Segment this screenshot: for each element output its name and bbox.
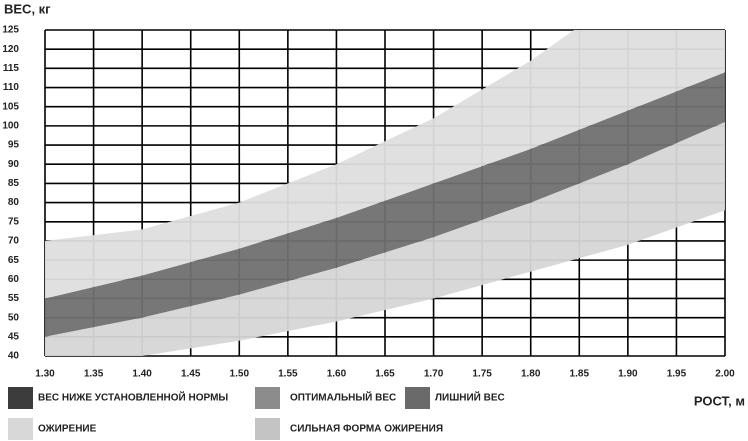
y-tick-label: 45	[8, 331, 20, 342]
band	[45, 72, 725, 337]
legend-swatch	[255, 418, 280, 440]
y-tick-label: 65	[8, 255, 20, 266]
legend-label: ОПТИМАЛЬНЫЙ ВЕС	[290, 391, 396, 404]
x-tick-label: 1.70	[424, 369, 444, 380]
x-tick-label: 1.90	[618, 369, 638, 380]
x-tick-label: 1.80	[521, 369, 541, 380]
x-tick-label: 1.40	[132, 369, 152, 380]
y-axis-title: ВЕС, кг	[4, 1, 51, 16]
y-tick-label: 50	[8, 312, 20, 323]
y-tick-label: 100	[2, 121, 19, 132]
y-tick-label: 70	[8, 236, 20, 247]
y-tick-label: 115	[3, 63, 20, 74]
y-tick-label: 40	[8, 351, 20, 362]
y-tick-label: 120	[2, 44, 19, 55]
legend-swatch	[8, 418, 33, 440]
y-tick-label: 95	[8, 140, 20, 151]
legend-swatch	[405, 387, 430, 409]
band	[45, 30, 725, 299]
x-tick-label: 1.50	[230, 369, 250, 380]
legend-label: ВЕС НИЖЕ УСТАНОВЛЕННОЙ НОРМЫ	[38, 391, 228, 404]
x-tick-label: 2.00	[715, 369, 735, 380]
y-tick-label: 55	[8, 293, 20, 304]
legend-label: ЛИШНИЙ ВЕС	[435, 391, 505, 404]
x-tick-label: 1.60	[327, 369, 347, 380]
y-tick-label: 125	[2, 25, 19, 36]
y-tick-label: 105	[2, 101, 19, 112]
y-tick-label: 80	[8, 197, 20, 208]
x-tick-label: 1.45	[181, 369, 201, 380]
band	[45, 122, 725, 356]
y-tick-label: 75	[8, 216, 20, 227]
x-tick-label: 1.55	[278, 369, 298, 380]
legend-swatch	[255, 387, 280, 409]
legend-label: ОЖИРЕНИЕ	[38, 424, 97, 435]
x-tick-label: 1.35	[84, 369, 104, 380]
x-tick-label: 1.75	[472, 369, 492, 380]
y-tick-label: 90	[8, 159, 20, 170]
x-axis-title: РОСТ, м	[694, 393, 745, 408]
x-tick-label: 1.65	[375, 369, 395, 380]
x-tick-label: 1.30	[35, 369, 55, 380]
y-tick-label: 60	[8, 274, 20, 285]
bands	[45, 30, 725, 356]
legend-label: СИЛЬНАЯ ФОРМА ОЖИРЕНИЯ	[290, 424, 443, 435]
legend-swatch	[8, 387, 33, 409]
y-tick-label: 85	[8, 178, 20, 189]
x-tick-label: 1.95	[667, 369, 687, 380]
y-tick-label: 110	[3, 82, 20, 93]
x-tick-label: 1.85	[570, 369, 590, 380]
